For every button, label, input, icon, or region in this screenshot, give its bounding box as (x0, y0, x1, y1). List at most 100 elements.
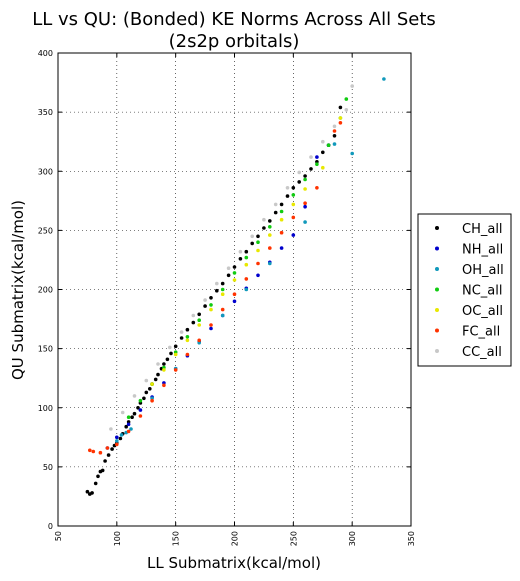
data-point (197, 318, 201, 323)
data-point (156, 362, 160, 366)
data-point (303, 174, 307, 178)
data-point (173, 344, 178, 349)
data-point (173, 368, 178, 372)
data-point (144, 378, 149, 383)
data-point (220, 307, 225, 312)
data-point (273, 202, 278, 207)
data-point (244, 287, 249, 292)
data-point (238, 249, 243, 254)
data-point (98, 450, 103, 455)
data-point (203, 304, 207, 308)
data-point (209, 307, 213, 312)
data-point (256, 248, 260, 253)
data-point (138, 398, 143, 403)
data-point (209, 323, 213, 327)
data-point (309, 167, 313, 171)
data-point (209, 326, 213, 331)
data-point (303, 177, 307, 182)
data-point (232, 278, 237, 282)
data-point (165, 357, 170, 362)
data-point (279, 230, 284, 235)
legend: CH_all NH_all OH_all NC_all OC_all FC_all CC_a… (417, 213, 512, 367)
legend-marker (435, 328, 439, 333)
data-point (150, 398, 154, 403)
data-point (185, 338, 190, 343)
y-axis-label: QU Submatrix(kcal/mol) (9, 200, 27, 380)
legend-label: NC_all (462, 284, 503, 299)
data-point (232, 292, 237, 297)
y-tick-label: 400 (38, 49, 53, 58)
data-point (332, 129, 337, 133)
data-point (148, 387, 152, 391)
data-point (338, 105, 343, 110)
data-point (279, 202, 284, 207)
data-point (209, 303, 213, 307)
data-point (350, 151, 355, 156)
data-point (88, 448, 92, 453)
data-point (197, 338, 201, 343)
data-point (338, 121, 343, 125)
data-point (209, 296, 213, 300)
data-point (130, 415, 134, 420)
data-point (103, 459, 107, 463)
series-OC_all (150, 116, 343, 386)
y-tick-label: 150 (38, 345, 53, 354)
data-point (197, 312, 201, 317)
data-points (85, 77, 386, 496)
data-point (291, 193, 296, 197)
data-point (303, 187, 307, 191)
data-point (303, 201, 307, 205)
chart-title: LL vs QU: (Bonded) KE Norms Across All S… (32, 9, 436, 30)
data-point (232, 299, 237, 304)
data-point (250, 234, 254, 239)
legend-marker (435, 226, 439, 230)
data-point (220, 287, 225, 292)
data-point (124, 424, 128, 429)
y-tick-label: 350 (38, 108, 53, 117)
data-point (162, 368, 166, 372)
chart-subtitle: (2s2p orbitals) (169, 31, 300, 52)
series-OH_all (115, 77, 386, 443)
data-point (238, 257, 243, 261)
legend-marker (435, 308, 439, 312)
x-tick-label: 50 (54, 531, 63, 541)
legend-marker (435, 287, 439, 292)
data-point (96, 474, 100, 479)
legend-label: NH_all (462, 243, 503, 258)
legend-label: CC_all (462, 345, 502, 360)
x-tick-label: 350 (407, 531, 416, 546)
data-point (162, 362, 166, 366)
data-point (191, 313, 196, 318)
data-point (168, 345, 172, 350)
y-tick-label: 200 (38, 286, 53, 295)
data-point (350, 84, 355, 88)
data-point (262, 217, 266, 222)
data-point (309, 155, 313, 159)
data-point (220, 292, 225, 297)
legend-label: FC_all (462, 325, 500, 340)
data-point (215, 288, 219, 293)
series-NC_all (126, 97, 349, 420)
data-point (244, 262, 249, 267)
data-point (115, 435, 119, 440)
y-tick-label: 300 (38, 167, 53, 176)
series-CC_all (109, 84, 355, 431)
data-point (115, 439, 119, 443)
data-point (315, 162, 319, 166)
data-point (273, 210, 278, 215)
data-point (215, 281, 219, 286)
data-point (100, 468, 105, 473)
data-point (179, 336, 184, 340)
data-point (118, 436, 123, 441)
data-point (256, 240, 260, 244)
x-tick-label: 150 (172, 531, 181, 546)
data-point (150, 382, 154, 386)
grid-lines (58, 53, 411, 526)
data-point (144, 390, 149, 395)
x-tick-label: 100 (113, 531, 122, 546)
data-point (120, 410, 125, 415)
data-point (279, 209, 284, 214)
data-point (203, 298, 207, 302)
data-point (268, 219, 272, 223)
